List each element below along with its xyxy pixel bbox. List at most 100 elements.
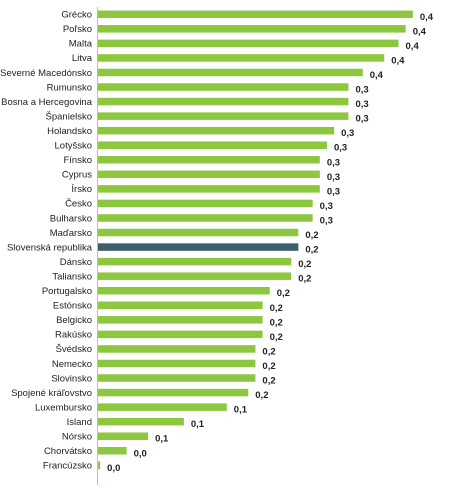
value-label-27: 0,1 [234,405,248,416]
category-label-4: Severné Macedónsko [0,68,92,79]
category-label-22: Rakúsko [55,330,92,341]
bar-3 [98,54,385,62]
category-label-13: Česko [65,199,92,210]
value-label-1: 0,4 [413,26,427,37]
category-label-28: Island [67,417,92,428]
category-label-9: Lotyšsko [55,141,93,152]
value-label-5: 0,3 [355,85,368,96]
value-label-29: 0,1 [155,434,169,445]
bar-26 [98,388,249,397]
category-label-11: Cyprus [62,170,92,181]
value-label-19: 0,2 [277,288,290,299]
category-label-0: Grécko [61,10,92,21]
category-label-18: Taliansko [52,271,92,282]
bar-30 [98,447,127,455]
category-label-21: Belgicko [56,315,92,326]
category-label-26: Spojené kráľovstvo [11,388,92,399]
category-labels: Grécko Poľsko Malta Litva Severné Macedónsko… [0,10,93,472]
category-label-12: Írsko [71,184,92,195]
category-label-15: Maďarsko [50,228,92,239]
value-label-17: 0,2 [298,259,311,270]
bar-22 [98,330,263,339]
value-label-2: 0,4 [406,41,420,52]
category-label-1: Poľsko [63,24,92,35]
value-label-4: 0,4 [370,70,384,81]
value-label-15: 0,2 [305,230,318,241]
value-label-14: 0,3 [320,215,333,226]
value-label-20: 0,2 [270,303,283,314]
category-label-25: Slovinsko [51,373,92,384]
category-label-3: Litva [72,53,93,64]
bar-28 [98,417,184,426]
category-label-24: Nemecko [52,359,92,370]
value-label-16: 0,2 [305,245,318,256]
bars-layer [98,10,413,470]
category-label-2: Malta [69,39,93,50]
bar-8 [98,126,335,135]
value-label-25: 0,2 [262,376,275,387]
category-label-30: Chorvátsko [44,446,92,457]
category-label-29: Nórsko [62,432,92,443]
bar-19 [98,286,270,295]
bar-17 [98,257,292,266]
bar-25 [98,374,256,382]
category-label-27: Luxembursko [35,402,92,413]
bar-0 [98,10,413,19]
bar-1 [98,25,406,33]
bar-16 [98,243,299,251]
category-label-17: Dánsko [60,257,92,268]
value-label-3: 0,4 [391,55,405,66]
bar-13 [98,199,313,208]
value-label-31: 0,0 [107,463,120,474]
bar-10 [98,156,320,164]
value-label-12: 0,3 [327,186,340,197]
value-label-30: 0,0 [134,448,147,459]
bar-23 [98,345,256,353]
category-label-7: Španielsko [46,111,92,122]
value-label-0: 0,4 [420,12,434,23]
value-label-11: 0,3 [327,172,340,183]
category-label-19: Portugalsko [42,286,92,297]
bar-6 [98,97,349,106]
bar-24 [98,359,256,368]
category-label-10: Fínsko [63,155,92,166]
category-label-8: Holandsko [47,126,92,137]
bar-5 [98,83,349,91]
bar-31 [98,461,101,470]
value-label-23: 0,2 [262,346,275,357]
category-label-16: Slovenská republika [7,242,93,253]
category-label-20: Estónsko [53,301,92,312]
bar-4 [98,68,363,77]
value-label-24: 0,2 [262,361,275,372]
bar-20 [98,301,263,310]
bar-15 [98,228,299,237]
value-labels: 0,40,40,40,40,40,30,30,30,30,30,30,30,30… [107,12,434,474]
bar-21 [98,316,263,324]
category-label-31: Francúzsko [43,461,92,472]
value-label-7: 0,3 [355,114,368,125]
bar-9 [98,141,327,149]
value-label-21: 0,2 [270,317,283,328]
bar-18 [98,272,292,280]
bar-12 [98,185,320,193]
bar-11 [98,170,320,179]
value-label-9: 0,3 [334,143,347,154]
bar-14 [98,214,313,222]
value-label-22: 0,2 [270,332,283,343]
bar-7 [98,112,349,120]
value-label-28: 0,1 [191,419,205,430]
value-label-18: 0,2 [298,274,311,285]
bar-29 [98,432,149,440]
bar-27 [98,403,227,411]
value-label-6: 0,3 [355,99,368,110]
category-label-6: Bosna a Hercegovina [1,97,93,108]
value-label-13: 0,3 [320,201,333,212]
category-label-23: Švédsko [56,344,92,355]
value-label-8: 0,3 [341,128,354,139]
category-label-5: Rumunsko [47,82,92,93]
value-label-10: 0,3 [327,157,340,168]
value-label-26: 0,2 [255,390,268,401]
category-label-14: Bulharsko [50,213,92,224]
bar-2 [98,39,399,48]
